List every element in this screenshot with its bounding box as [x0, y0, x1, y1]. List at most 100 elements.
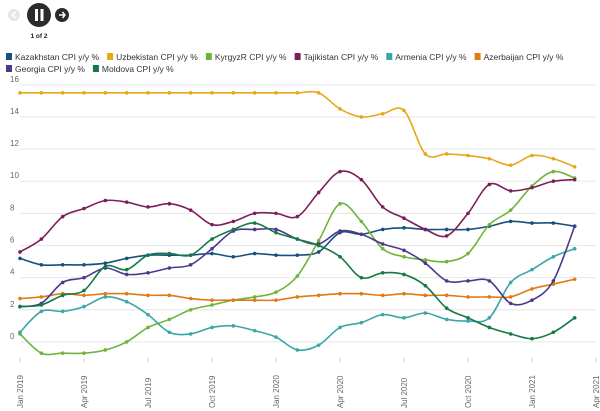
point: [231, 324, 236, 328]
point: [338, 229, 342, 233]
legend-label: Azerbaijan CPI y/y %: [484, 52, 564, 62]
point: [210, 246, 214, 251]
y-tick-label: 16: [10, 75, 19, 84]
y-tick-label: 2: [10, 300, 15, 309]
point: [466, 316, 470, 320]
y-tick-label: 12: [10, 139, 19, 148]
series-line: [19, 220, 575, 267]
legend-label: KyrgyzR CPI y/y %: [215, 52, 287, 62]
point: [530, 298, 534, 302]
point: [39, 303, 44, 307]
back-button[interactable]: [8, 9, 20, 21]
point: [103, 291, 108, 296]
point: [103, 198, 108, 203]
point: [423, 261, 428, 265]
point: [444, 306, 449, 310]
pause-button[interactable]: [27, 3, 51, 27]
series-line: [20, 90, 575, 168]
point: [572, 164, 577, 169]
point: [231, 219, 236, 224]
point: [487, 279, 492, 283]
point: [466, 211, 470, 216]
point: [60, 309, 65, 314]
point: [188, 332, 193, 336]
point: [359, 275, 364, 280]
point: [338, 254, 342, 259]
point: [188, 262, 193, 267]
x-tick-label: Jul 2019: [144, 377, 153, 408]
legend-label: Georgia CPI y/y %: [15, 64, 85, 74]
point: [39, 295, 44, 299]
point: [274, 230, 278, 235]
point: [274, 211, 278, 216]
point: [402, 226, 406, 230]
y-tick-label: 6: [10, 236, 15, 245]
point: [231, 298, 236, 302]
point: [18, 330, 22, 335]
point: [82, 275, 86, 280]
point: [124, 299, 129, 304]
point: [295, 274, 300, 278]
point: [274, 290, 278, 294]
point: [167, 251, 172, 256]
point: [466, 295, 470, 299]
point: [508, 163, 513, 167]
point: [402, 216, 406, 220]
point: [210, 303, 214, 307]
point: [82, 293, 86, 298]
point: [82, 351, 86, 355]
point: [188, 208, 193, 212]
point: [60, 262, 65, 267]
legend-swatch: [92, 65, 99, 72]
point: [210, 251, 214, 256]
point: [103, 91, 108, 95]
point: [252, 221, 257, 225]
point: [380, 205, 385, 209]
point: [231, 91, 236, 95]
point: [423, 258, 428, 262]
point: [39, 309, 44, 314]
point: [338, 201, 342, 206]
point: [146, 91, 150, 95]
point: [274, 253, 278, 257]
point: [444, 293, 449, 298]
point: [295, 214, 300, 219]
point: [359, 115, 364, 119]
point: [167, 330, 172, 335]
point: [18, 256, 22, 261]
point: [188, 91, 193, 95]
point: [551, 169, 556, 174]
x-tick-label: Oct 2020: [464, 375, 473, 408]
point: [338, 291, 342, 296]
point: [380, 293, 385, 298]
point: [188, 307, 193, 312]
point: [252, 211, 257, 216]
point: [146, 312, 150, 317]
point: [359, 219, 364, 224]
point: [210, 237, 214, 241]
point: [402, 108, 406, 113]
controls: 1 of 2: [8, 3, 69, 40]
point: [124, 200, 129, 204]
point: [82, 91, 86, 95]
point: [508, 208, 513, 212]
point: [444, 234, 449, 238]
legend-swatch: [294, 53, 301, 60]
point: [39, 262, 44, 267]
point: [316, 190, 321, 195]
back-icon: [10, 11, 17, 19]
point: [572, 316, 577, 320]
point: [60, 280, 65, 285]
point: [316, 238, 321, 243]
legend-swatch: [386, 53, 393, 60]
point: [167, 91, 172, 95]
point: [444, 317, 449, 322]
point: [252, 298, 257, 302]
point: [82, 304, 86, 309]
point: [551, 279, 556, 283]
point: [338, 169, 342, 174]
point: [530, 267, 534, 272]
y-tick-label: 0: [10, 332, 15, 341]
point: [274, 91, 278, 95]
point: [188, 296, 193, 301]
